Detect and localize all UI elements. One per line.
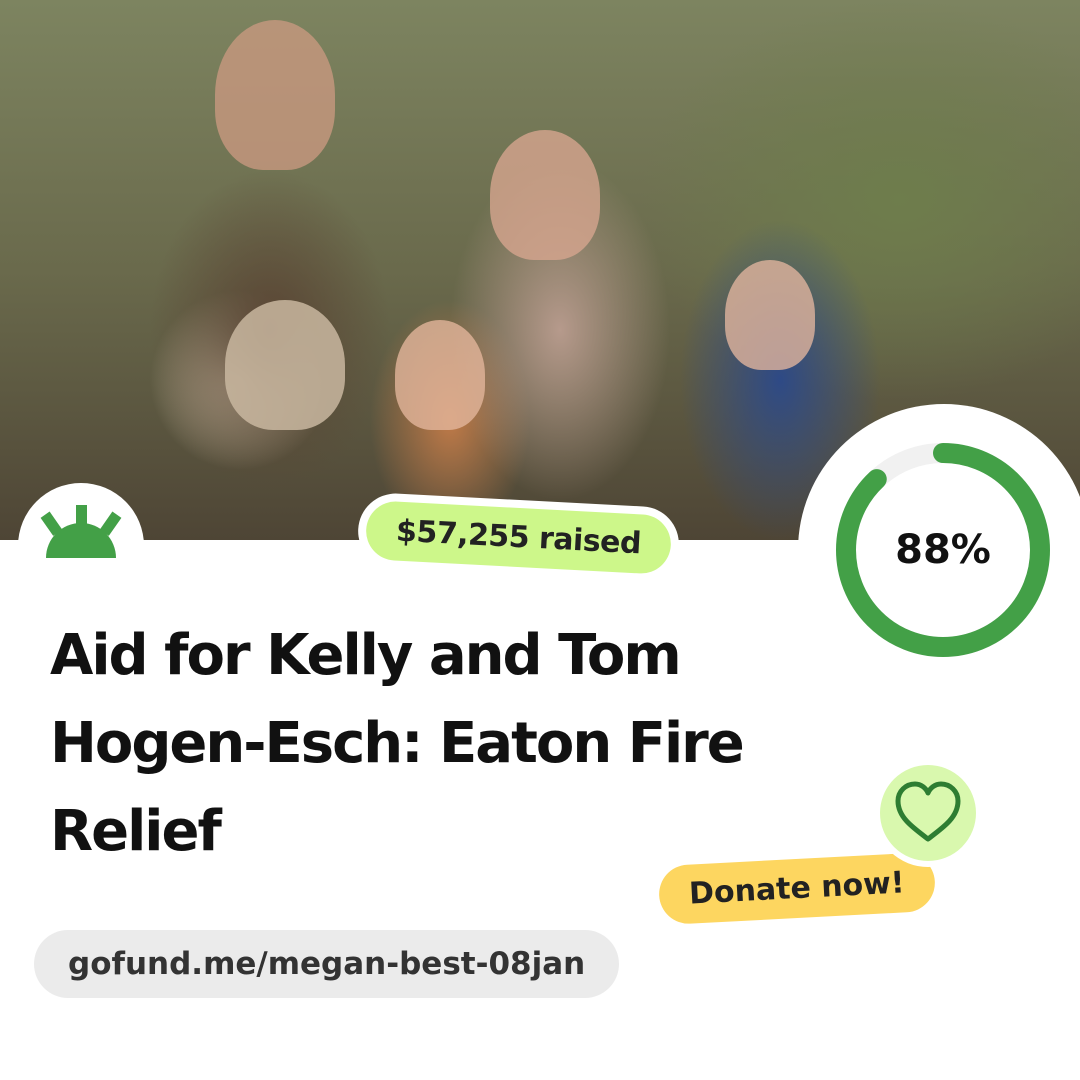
progress-ring bbox=[836, 443, 1050, 657]
amount-raised-text: $57,255 raised bbox=[364, 500, 673, 575]
campaign-photo bbox=[0, 0, 1080, 540]
gofundme-logo-icon bbox=[40, 505, 122, 558]
progress-percent: 88% bbox=[895, 527, 991, 573]
campaign-url-link[interactable]: gofund.me/megan-best-08jan bbox=[34, 930, 620, 998]
donate-now-label: Donate now! bbox=[657, 851, 936, 926]
heart-icon bbox=[895, 781, 961, 842]
campaign-title: Aid for Kelly and Tom Hogen-Esch: Eaton … bbox=[50, 623, 745, 864]
heart-badge bbox=[874, 759, 982, 867]
progress-ring-fill bbox=[836, 443, 1050, 657]
